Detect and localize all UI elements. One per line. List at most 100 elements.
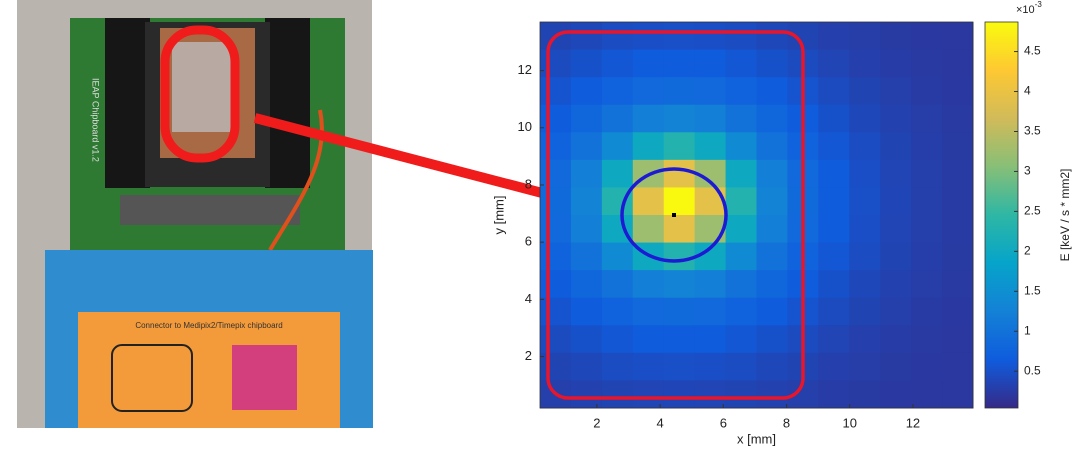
multiplier-base: ×10 [1016, 4, 1035, 16]
heat-cell [911, 50, 942, 78]
heat-cell [911, 215, 942, 243]
heat-cell [695, 50, 726, 78]
heat-cell [942, 380, 973, 408]
heat-cell [880, 243, 911, 271]
heat-cell [664, 380, 695, 408]
heat-cell [540, 187, 571, 215]
heat-cell [942, 50, 973, 78]
heat-cell [664, 50, 695, 78]
heat-cell [540, 325, 571, 353]
heat-cell [633, 270, 664, 298]
heat-cell [942, 298, 973, 326]
y-tick-label: 6 [525, 234, 532, 249]
colorbar-tick-label: 1 [1024, 323, 1031, 337]
logo-m [232, 345, 297, 410]
heat-cell [818, 298, 849, 326]
pin-array [120, 195, 300, 225]
heat-cell [911, 132, 942, 160]
heat-cell [757, 22, 788, 50]
heat-cell [633, 132, 664, 160]
heat-cell [633, 50, 664, 78]
heat-cell [818, 187, 849, 215]
heat-cell [540, 160, 571, 188]
colorbar-tick-label: 3 [1024, 164, 1031, 178]
heat-cell [571, 298, 602, 326]
heat-cell [726, 270, 757, 298]
colorbar-tick-label: 3.5 [1024, 124, 1041, 138]
heat-cell [818, 243, 849, 271]
heat-cell [695, 187, 726, 215]
heat-cell [571, 77, 602, 105]
heat-cell [664, 243, 695, 271]
heat-cell [818, 353, 849, 381]
colorbar-label: E [keV / s * mm2] [1058, 169, 1072, 262]
heat-cell [602, 270, 633, 298]
colorbar-multiplier: ×10-3 [1016, 0, 1042, 16]
heat-cell [942, 215, 973, 243]
heat-cell [695, 270, 726, 298]
heat-cell [602, 105, 633, 133]
heat-cell [849, 243, 880, 271]
heat-cell [818, 77, 849, 105]
heat-cell [664, 353, 695, 381]
spot-center [672, 213, 676, 217]
heat-cell [880, 325, 911, 353]
y-tick-label: 8 [525, 176, 532, 191]
heat-cell [571, 187, 602, 215]
y-axis-label: y [mm] [491, 196, 506, 235]
heat-cell [633, 298, 664, 326]
colorbar-tick-label: 0.5 [1024, 363, 1041, 377]
heat-cell [911, 160, 942, 188]
heat-cell [726, 215, 757, 243]
heat-cell [571, 353, 602, 381]
heat-cell [695, 298, 726, 326]
heat-cell [911, 187, 942, 215]
heat-cell [880, 50, 911, 78]
heat-cell [726, 380, 757, 408]
heat-cell [942, 325, 973, 353]
heat-cell [849, 77, 880, 105]
heat-cell [540, 270, 571, 298]
heat-cell [942, 270, 973, 298]
heat-cell [633, 77, 664, 105]
heat-cell [818, 22, 849, 50]
heat-cell [602, 50, 633, 78]
heat-cell [849, 298, 880, 326]
heat-cell [540, 215, 571, 243]
heat-cell [757, 353, 788, 381]
heat-cell [757, 325, 788, 353]
heat-cell [849, 270, 880, 298]
heat-cell [571, 22, 602, 50]
colorbar-tick-label: 1.5 [1024, 283, 1041, 297]
heat-cell [880, 105, 911, 133]
heat-cell [695, 325, 726, 353]
heat-cell [880, 380, 911, 408]
heat-cell [942, 77, 973, 105]
heat-cell [695, 77, 726, 105]
heat-cell [664, 77, 695, 105]
y-tick-label: 10 [518, 119, 532, 134]
heat-cell [757, 215, 788, 243]
heat-cell [633, 215, 664, 243]
heat-cell [757, 77, 788, 105]
heat-cell [726, 22, 757, 50]
heat-cell [849, 132, 880, 160]
colorbar-tick-label: 4 [1024, 84, 1031, 98]
colorbar [985, 22, 1018, 408]
heat-cell [633, 187, 664, 215]
heat-cell [540, 243, 571, 271]
heat-cell [880, 353, 911, 381]
heat-cell [911, 353, 942, 381]
x-tick-label: 12 [906, 415, 920, 430]
heat-cell [540, 50, 571, 78]
heat-cell [757, 243, 788, 271]
connector-label: Connector to Medipix2/Timepix chipboard [135, 321, 282, 330]
heat-cell [911, 380, 942, 408]
heat-cell [911, 22, 942, 50]
heat-cell [911, 105, 942, 133]
heat-cell [942, 132, 973, 160]
heat-cell [726, 77, 757, 105]
heat-cell [571, 325, 602, 353]
heat-cell [880, 215, 911, 243]
heat-cell [942, 243, 973, 271]
